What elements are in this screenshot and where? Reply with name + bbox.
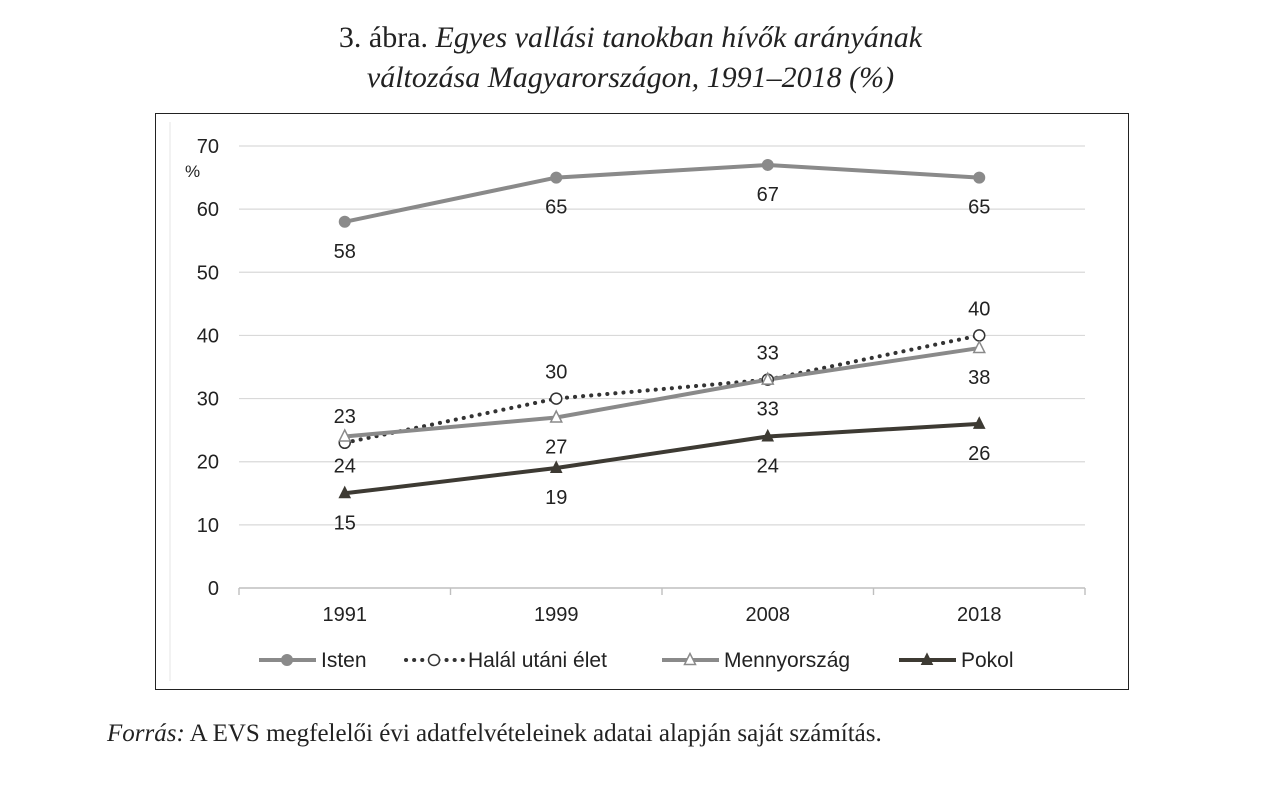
figure-title-line-1: 3. ábra. Egyes vallási tanokban hívők ar… bbox=[0, 18, 1261, 58]
series-1-data-label: 58 bbox=[334, 241, 356, 263]
line-chart: 0 10 20 30 40 50 60 70% 1991 1999 2008 2018 58 65 67 65… bbox=[169, 122, 1086, 681]
y-tick-label: 0 bbox=[208, 578, 219, 600]
series-4-marker bbox=[549, 460, 563, 474]
series-3-data-label: 38 bbox=[968, 367, 990, 389]
x-tick-label: 2018 bbox=[957, 604, 1002, 626]
series-3-marker bbox=[338, 428, 352, 442]
series-4-marker bbox=[338, 485, 352, 499]
series-line-4 bbox=[344, 421, 980, 496]
series-4-marker bbox=[972, 416, 986, 429]
x-tick-label: 1991 bbox=[323, 604, 368, 626]
series-1-marker bbox=[761, 158, 774, 171]
series-2-marker bbox=[550, 392, 563, 405]
y-tick-label: 40 bbox=[197, 325, 219, 347]
series-line-3 bbox=[344, 346, 980, 439]
series-line-2 bbox=[342, 333, 982, 445]
legend-label-2: Halál utáni élet bbox=[468, 649, 607, 672]
series-4-data-label: 24 bbox=[757, 455, 779, 477]
series-4-data-label: 15 bbox=[334, 512, 356, 534]
series-3-data-label: 33 bbox=[757, 399, 779, 421]
y-tick-label: 60 bbox=[197, 199, 219, 221]
series-1-marker bbox=[973, 171, 986, 184]
series-line-1 bbox=[344, 162, 980, 224]
x-tick-label: 1999 bbox=[534, 604, 579, 626]
y-tick-label: 30 bbox=[197, 389, 219, 411]
series-4-data-label: 19 bbox=[545, 487, 567, 509]
series-1-marker bbox=[338, 215, 351, 228]
source-label: Forrás: bbox=[107, 720, 185, 747]
y-tick-label: 10 bbox=[197, 515, 219, 537]
series-2-data-label: 30 bbox=[545, 362, 567, 384]
figure-title-line-2: változása Magyarországon, 1991–2018 (%) bbox=[366, 61, 895, 94]
series-2-data-label: 23 bbox=[334, 406, 356, 428]
series-3-marker bbox=[761, 371, 775, 385]
figure-title-text-1: Egyes vallási tanokban hívők arányának bbox=[435, 21, 923, 54]
series-3-marker bbox=[549, 409, 563, 423]
series-3-marker bbox=[972, 339, 986, 354]
series-1-data-label: 65 bbox=[545, 197, 567, 219]
legend-label-4: Pokol bbox=[961, 649, 1014, 672]
series-2-data-label: 40 bbox=[968, 298, 990, 320]
figure-title: 3. ábra. Egyes vallási tanokban hívők ar… bbox=[0, 18, 1261, 98]
legend-marker-1 bbox=[281, 654, 293, 666]
x-tick-label: 2008 bbox=[746, 604, 791, 626]
legend-marker-3 bbox=[683, 651, 697, 666]
series-2-marker bbox=[973, 329, 986, 342]
series-1-marker bbox=[550, 171, 563, 184]
source-text: A EVS megfelelői évi adatfelvételeinek a… bbox=[189, 720, 882, 747]
series-2-data-label: 33 bbox=[757, 343, 779, 365]
y-axis-unit-label: % bbox=[185, 162, 200, 181]
series-1-data-label: 67 bbox=[757, 184, 779, 206]
series-1-data-label: 65 bbox=[968, 197, 990, 219]
source-note: Forrás: A EVS megfelelői évi adatfelvéte… bbox=[107, 720, 882, 748]
y-tick-label: 50 bbox=[197, 262, 219, 284]
legend-label-1: Isten bbox=[321, 649, 367, 672]
series-3-data-label: 24 bbox=[334, 455, 356, 477]
chart-frame: 0 10 20 30 40 50 60 70% 1991 1999 2008 2018 58 65 67 65… bbox=[155, 113, 1129, 690]
legend-marker-4 bbox=[920, 652, 934, 665]
legend-marker-2 bbox=[427, 653, 441, 667]
y-tick-label: 70 bbox=[197, 136, 219, 158]
series-4-marker bbox=[761, 428, 775, 442]
series-4-data-label: 26 bbox=[968, 443, 990, 465]
figure-number: 3. ábra. bbox=[338, 21, 429, 54]
series-3-data-label: 27 bbox=[545, 437, 567, 459]
y-tick-label: 20 bbox=[197, 452, 219, 474]
legend-label-3: Mennyország bbox=[724, 649, 850, 672]
